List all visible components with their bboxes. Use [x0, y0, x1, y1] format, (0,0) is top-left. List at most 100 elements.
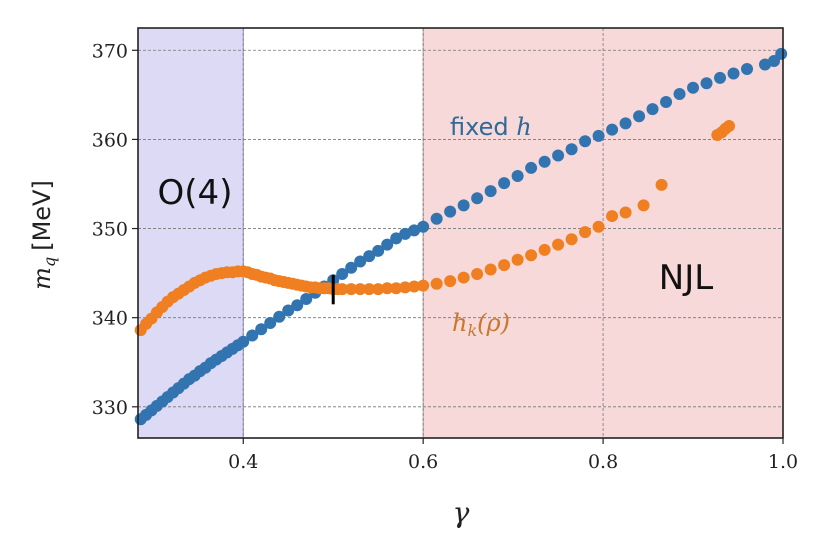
hk-rho-point	[471, 268, 484, 280]
hk-rho-point	[637, 199, 650, 212]
grid-lines	[138, 28, 784, 438]
hk-rho-point	[498, 259, 511, 272]
fixed-h-point	[741, 63, 754, 75]
series-fixed-h	[134, 47, 788, 426]
fixed-h-point	[345, 261, 358, 274]
fixed-h-point	[291, 299, 304, 312]
fixed-h-point	[300, 292, 313, 305]
fixed-h-point	[579, 135, 592, 148]
y-tick-label: 340	[92, 308, 128, 330]
fixed-h-point	[565, 143, 578, 156]
series-label-fixed-text: fixed	[450, 113, 516, 141]
fixed-h-point	[606, 123, 619, 136]
y-axis-title-m: m	[28, 267, 56, 290]
region-0	[138, 28, 244, 438]
fixed-h-point	[408, 224, 421, 237]
fixed-h-point	[237, 335, 250, 348]
series-hk-rho	[134, 120, 736, 337]
fixed-h-point	[727, 67, 740, 80]
fixed-h-point	[399, 227, 412, 240]
fixed-h-point	[700, 77, 713, 90]
shaded-regions	[138, 28, 783, 438]
x-tick-label: 1.0	[768, 451, 798, 473]
fixed-h-point	[498, 177, 511, 190]
fixed-h-point	[372, 244, 385, 257]
hk-rho-point	[525, 249, 538, 262]
fixed-h-point	[457, 199, 470, 212]
fixed-h-point	[633, 110, 646, 123]
hk-rho-point	[592, 220, 605, 233]
series-label-hk-h: h	[452, 309, 467, 337]
fixed-h-point	[660, 95, 673, 108]
fixed-h-point	[336, 268, 349, 280]
hk-rho-point	[430, 277, 443, 290]
fixed-h-point	[363, 250, 376, 263]
hk-rho-point	[511, 253, 524, 266]
hk-rho-point	[444, 275, 457, 288]
series-label-hk-rest: (ρ)	[477, 309, 510, 337]
fixed-h-point	[619, 117, 632, 130]
hk-rho-point	[484, 263, 497, 276]
hk-rho-point	[417, 279, 430, 292]
plot-frame	[137, 27, 784, 439]
fixed-h-point	[444, 205, 457, 218]
hk-rho-point	[381, 282, 394, 295]
y-axis-title: mq [MeV]	[28, 180, 59, 290]
y-tick-label: 330	[92, 397, 128, 419]
fixed-h-point	[282, 304, 295, 317]
fixed-h-point	[714, 71, 727, 84]
hk-rho-point	[457, 271, 470, 284]
fixed-h-point	[354, 255, 367, 268]
fixed-h-point	[417, 220, 430, 233]
series-label-hk: hk(ρ)	[452, 309, 510, 340]
fixed-h-point	[273, 310, 286, 323]
fixed-h-point	[484, 185, 497, 198]
hk-rho-point	[408, 280, 421, 293]
hk-rho-point	[552, 238, 565, 251]
fixed-h-point	[255, 323, 268, 336]
fixed-h-point	[511, 169, 524, 182]
fixed-h-point	[471, 192, 484, 205]
hk-rho-point	[619, 206, 632, 219]
fixed-h-point	[430, 212, 443, 225]
y-tick-label: 360	[92, 129, 128, 151]
fixed-h-point	[552, 149, 565, 162]
x-axis-title: γ	[453, 496, 470, 529]
hk-rho-point	[336, 283, 349, 296]
series-label-hk-sub: k	[467, 321, 477, 340]
fixed-h-point	[687, 81, 700, 94]
hk-rho-point	[399, 281, 412, 294]
hk-rho-point	[655, 178, 668, 191]
y-tick-label: 350	[92, 219, 128, 241]
x-tick-label: 0.6	[408, 451, 438, 473]
fixed-h-point	[775, 47, 788, 60]
hk-rho-point	[606, 210, 619, 223]
fixed-h-point	[646, 103, 659, 116]
hk-rho-point	[345, 283, 358, 296]
series-label-fixed-h: fixed h	[450, 113, 532, 141]
x-tick-label: 0.8	[588, 451, 618, 473]
fixed-h-point	[246, 329, 259, 342]
y-axis-title-unit: [MeV]	[28, 180, 56, 251]
fixed-h-point	[673, 87, 686, 100]
y-tick-label: 370	[92, 40, 128, 62]
hk-rho-point	[565, 233, 578, 246]
fixed-h-point	[538, 155, 551, 168]
hk-rho-point	[723, 120, 736, 133]
x-tick-label: 0.4	[228, 451, 258, 473]
axis-ticks: 0.4 0.6 0.8 1.0 330 340 350 360 370	[92, 40, 798, 473]
fixed-h-point	[264, 317, 277, 330]
svg-text:mq[MeV]: mq [MeV]	[28, 180, 59, 290]
hk-rho-point	[390, 282, 403, 295]
hk-rho-point	[354, 283, 367, 296]
region-label-o4: O(4)	[158, 173, 233, 213]
region-label-njl: NJL	[659, 258, 713, 298]
series-label-fixed-var: h	[516, 113, 531, 141]
hk-rho-point	[538, 243, 551, 256]
hk-rho-point	[372, 283, 385, 296]
fixed-h-point	[759, 58, 772, 71]
hk-rho-point	[579, 226, 592, 239]
fixed-h-point	[592, 129, 605, 142]
fixed-h-point	[390, 232, 403, 245]
